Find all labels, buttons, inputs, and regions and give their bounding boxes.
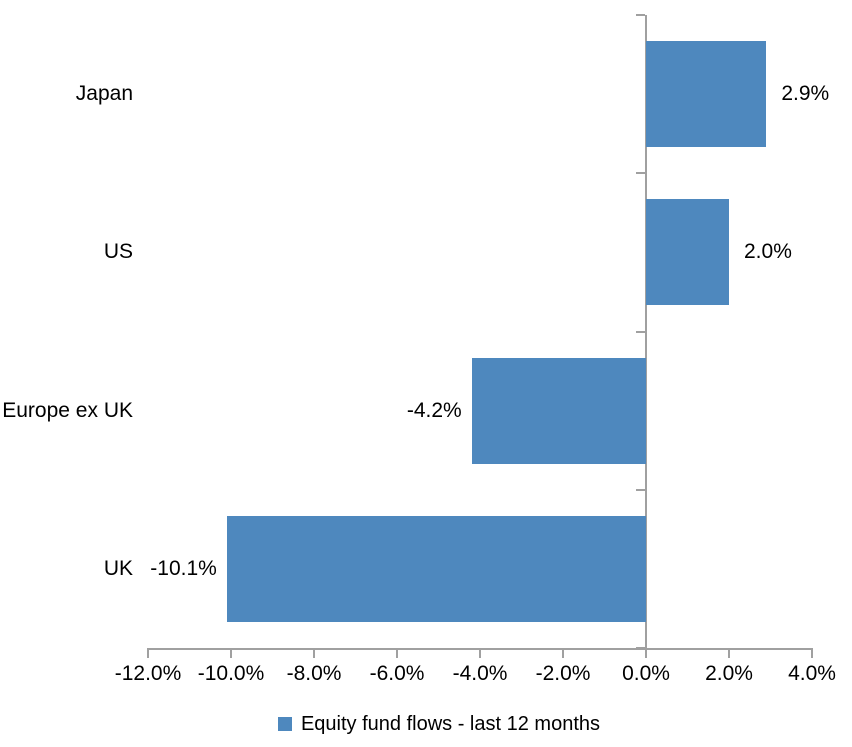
legend-label: Equity fund flows - last 12 months: [300, 713, 601, 735]
x-tick-label: 0.0%: [622, 662, 670, 685]
data-label: 2.0%: [744, 240, 792, 264]
x-axis-tick: [313, 648, 315, 658]
y-axis-tick: [636, 488, 645, 491]
x-axis-tick: [230, 648, 232, 658]
bar: [646, 199, 729, 306]
x-axis-tick: [396, 648, 398, 658]
x-tick-label: -10.0%: [197, 662, 265, 685]
x-tick-label: -4.0%: [452, 662, 508, 685]
legend-entry: Equity fund flows - last 12 months: [277, 712, 601, 736]
y-axis-line: [645, 15, 647, 648]
bar: [471, 357, 646, 464]
x-tick-label: -12.0%: [114, 662, 182, 685]
category-label: Japan: [75, 82, 133, 106]
bar: [646, 41, 767, 148]
category-label: Europe ex UK: [2, 398, 133, 422]
x-axis-tick: [645, 648, 647, 658]
category-label: US: [103, 240, 133, 264]
x-tick-label: -2.0%: [535, 662, 591, 685]
y-axis-tick: [636, 14, 645, 16]
x-tick-label: -6.0%: [369, 662, 425, 685]
legend-swatch-icon: [277, 717, 292, 731]
y-axis-tick: [636, 330, 645, 333]
x-axis-tick: [728, 648, 730, 658]
bar: [226, 515, 646, 622]
x-tick-label: 4.0%: [788, 662, 836, 685]
x-axis-tick: [562, 648, 564, 658]
y-axis-tick: [636, 172, 645, 175]
x-tick-label: 2.0%: [705, 662, 753, 685]
data-label: 2.9%: [781, 82, 830, 106]
data-label: -10.1%: [150, 556, 217, 580]
x-axis-tick: [479, 648, 481, 658]
data-label: -4.2%: [406, 398, 462, 422]
category-label: UK: [103, 556, 133, 580]
legend: Equity fund flows - last 12 months: [0, 712, 852, 736]
x-axis-tick: [147, 648, 149, 658]
x-tick-label: -8.0%: [286, 662, 342, 685]
x-axis-tick: [811, 648, 813, 658]
